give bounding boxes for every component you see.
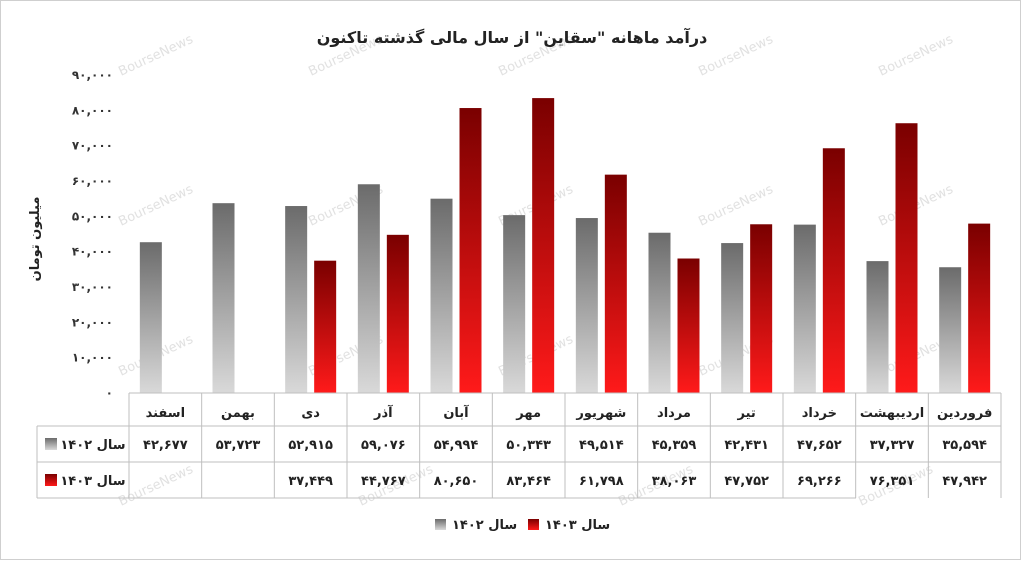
legend-label: سال ۱۴۰۳ xyxy=(545,518,610,533)
table-cell-value: ۳۵,۵۹۴ xyxy=(942,438,987,453)
watermark-text: BourseNews xyxy=(696,32,775,80)
x-category-label: فروردین xyxy=(937,406,992,421)
bar-series-1402 xyxy=(721,243,744,393)
x-category-label: مرداد xyxy=(657,406,691,421)
legend-swatch xyxy=(435,519,446,530)
table-cell-value: ۵۹,۰۷۶ xyxy=(361,438,406,453)
bars-layer xyxy=(139,98,991,393)
table-cell-value: ۴۲,۶۷۷ xyxy=(143,438,188,453)
table-cell-value: ۶۱,۷۹۸ xyxy=(579,474,624,489)
x-category-label: دی xyxy=(301,406,320,421)
table-cell-value: ۵۰,۳۴۳ xyxy=(506,438,551,453)
bar-series-1402 xyxy=(939,267,962,393)
bar-series-1403 xyxy=(459,108,482,393)
bar-series-1403 xyxy=(750,224,773,393)
bar-series-1402 xyxy=(212,203,235,393)
table-cell-value: ۸۰,۶۵۰ xyxy=(434,474,479,489)
table-cell-value: ۵۴,۹۹۴ xyxy=(434,438,479,453)
bar-series-1403 xyxy=(677,258,700,393)
table-cell-value: ۴۷,۹۴۲ xyxy=(942,474,987,489)
table-row-header: سال ۱۴۰۲ xyxy=(60,438,125,453)
watermark-text: BourseNews xyxy=(116,182,195,230)
x-category-label: شهریور xyxy=(575,406,626,421)
bar-series-1402 xyxy=(285,206,308,393)
table-row-swatch xyxy=(45,438,57,450)
bar-series-1403 xyxy=(968,223,991,393)
x-category-label: اسفند xyxy=(146,406,185,421)
x-category-label: خرداد xyxy=(802,406,837,421)
table-cell-value: ۴۷,۷۵۲ xyxy=(724,474,769,489)
x-category-label: آذر xyxy=(373,404,393,421)
bar-series-1403 xyxy=(532,98,555,393)
x-category-label: آبان xyxy=(443,404,469,421)
bar-series-1402 xyxy=(575,218,598,393)
data-table: فروردین اردیبهشت خرداد تیر مرداد شهریور مهر آبا… xyxy=(36,392,1002,499)
x-category-label: بهمن xyxy=(221,406,255,421)
y-tick-label: ۹۰,۰۰۰ xyxy=(72,68,113,82)
y-tick-label: ۱۰,۰۰۰ xyxy=(72,351,113,365)
bar-series-1403 xyxy=(604,174,627,393)
bar-series-1402 xyxy=(357,184,380,393)
bar-series-1403 xyxy=(895,123,918,393)
legend-label: سال ۱۴۰۲ xyxy=(452,518,517,533)
y-tick-label: ۲۰,۰۰۰ xyxy=(72,315,113,329)
watermark-text: BourseNews xyxy=(116,462,195,510)
y-tick-label: ۷۰,۰۰۰ xyxy=(72,139,113,153)
bar-series-1402 xyxy=(866,261,889,393)
table-cell-value: ۸۳,۴۶۴ xyxy=(506,474,551,489)
y-axis-label: میلیون تومان xyxy=(28,197,43,282)
table-row-swatch xyxy=(45,474,57,486)
table-cell-value: ۳۷,۴۴۹ xyxy=(288,474,333,489)
bar-series-1402 xyxy=(139,242,162,393)
table-cell-value: ۳۸,۰۶۳ xyxy=(652,474,697,489)
bar-series-1403 xyxy=(822,148,845,393)
table-cell-value: ۷۶,۳۵۱ xyxy=(870,474,915,489)
watermark-text: BourseNews xyxy=(876,32,955,80)
bar-series-1402 xyxy=(793,224,816,393)
table-cell-value: ۴۴,۷۶۷ xyxy=(361,474,406,489)
x-category-label: تیر xyxy=(737,406,756,421)
y-tick-label: ۳۰,۰۰۰ xyxy=(72,280,113,294)
bar-series-1402 xyxy=(430,198,453,393)
y-tick-label: ۵۰,۰۰۰ xyxy=(72,209,113,223)
legend: سال ۱۴۰۲ سال ۱۴۰۳ xyxy=(435,518,610,533)
x-category-label: مهر xyxy=(515,406,541,421)
y-tick-label: ۰ xyxy=(106,386,113,400)
y-axis-ticks: ۰ ۱۰,۰۰۰ ۲۰,۰۰۰ ۳۰,۰۰۰ ۴۰,۰۰۰ ۵۰,۰۰۰ ۶۰,۰۰۰ ۷۰,… xyxy=(72,68,113,400)
y-tick-label: ۴۰,۰۰۰ xyxy=(72,245,113,259)
table-cell-value: ۴۲,۴۳۱ xyxy=(724,438,769,453)
watermark-text: BourseNews xyxy=(696,182,775,230)
table-cell-value: ۵۲,۹۱۵ xyxy=(288,438,333,453)
table-cell-value: ۴۵,۳۵۹ xyxy=(652,438,697,453)
table-cell-value: ۴۷,۶۵۲ xyxy=(797,438,842,453)
bar-series-1402 xyxy=(648,232,671,393)
y-tick-label: ۶۰,۰۰۰ xyxy=(72,174,113,188)
table-cell-value: ۵۳,۷۲۳ xyxy=(216,438,261,453)
bar-series-1402 xyxy=(503,215,526,393)
bar-series-1403 xyxy=(314,260,337,393)
bar-series-1403 xyxy=(386,234,409,393)
table-cell-value: ۶۹,۲۶۶ xyxy=(797,474,842,489)
watermark-text: BourseNews xyxy=(116,32,195,80)
table-cell-value: ۳۷,۳۲۷ xyxy=(870,438,915,453)
table-row-header: سال ۱۴۰۳ xyxy=(60,474,125,489)
y-tick-label: ۸۰,۰۰۰ xyxy=(72,103,113,117)
chart-title: درآمد ماهانه "سقاین" از سال مالی گذشته ت… xyxy=(317,27,708,47)
table-cell-value: ۴۹,۵۱۴ xyxy=(579,438,624,453)
legend-swatch xyxy=(528,519,539,530)
x-category-label: اردیبهشت xyxy=(860,406,924,421)
